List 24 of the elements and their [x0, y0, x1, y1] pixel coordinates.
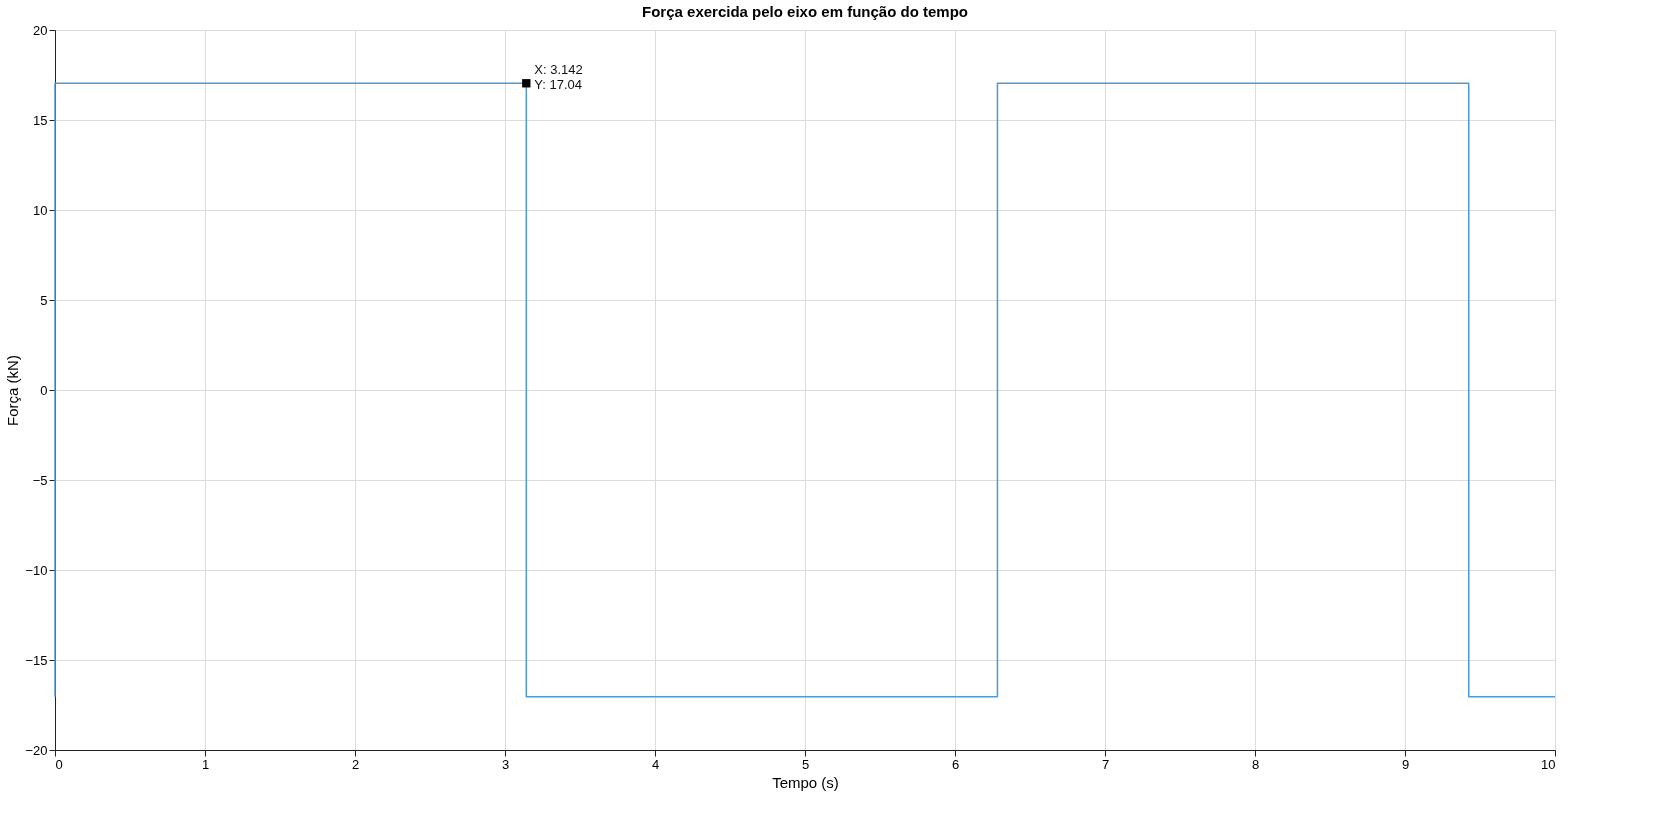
y-tick-label: 0 [40, 382, 48, 398]
x-tick-label: 6 [951, 756, 960, 772]
x-tick-label: 3 [501, 756, 510, 772]
x-tick-label: 0 [55, 756, 63, 772]
y-tick-label: −15 [25, 652, 48, 668]
annotation: X: 3.142 Y: 17.04 [534, 62, 583, 93]
x-tick-label: 8 [1251, 756, 1260, 772]
y-tick-label: 20 [33, 22, 48, 38]
y-tick-label: 5 [40, 292, 48, 308]
x-axis-title: Tempo (s) [772, 773, 839, 791]
y-tick-label: −20 [25, 742, 48, 758]
x-tick-label: 9 [1401, 756, 1410, 772]
x-tick-label: 2 [351, 756, 360, 772]
x-tick-label: 7 [1101, 756, 1110, 772]
y-tick-label: 10 [33, 202, 48, 218]
y-tick-label: −5 [32, 472, 48, 488]
chart-title: Força exercida pelo eixo em função do tempo [642, 3, 968, 20]
x-tick-label: 1 [201, 756, 210, 772]
y-tick-label: −10 [25, 562, 48, 578]
y-tick-label: 15 [33, 112, 48, 128]
x-tick-label: 10 [1541, 756, 1556, 772]
x-tick-label: 4 [651, 756, 660, 772]
x-tick-label: 5 [801, 756, 810, 772]
y-axis-title: Força (kN) [4, 355, 22, 426]
